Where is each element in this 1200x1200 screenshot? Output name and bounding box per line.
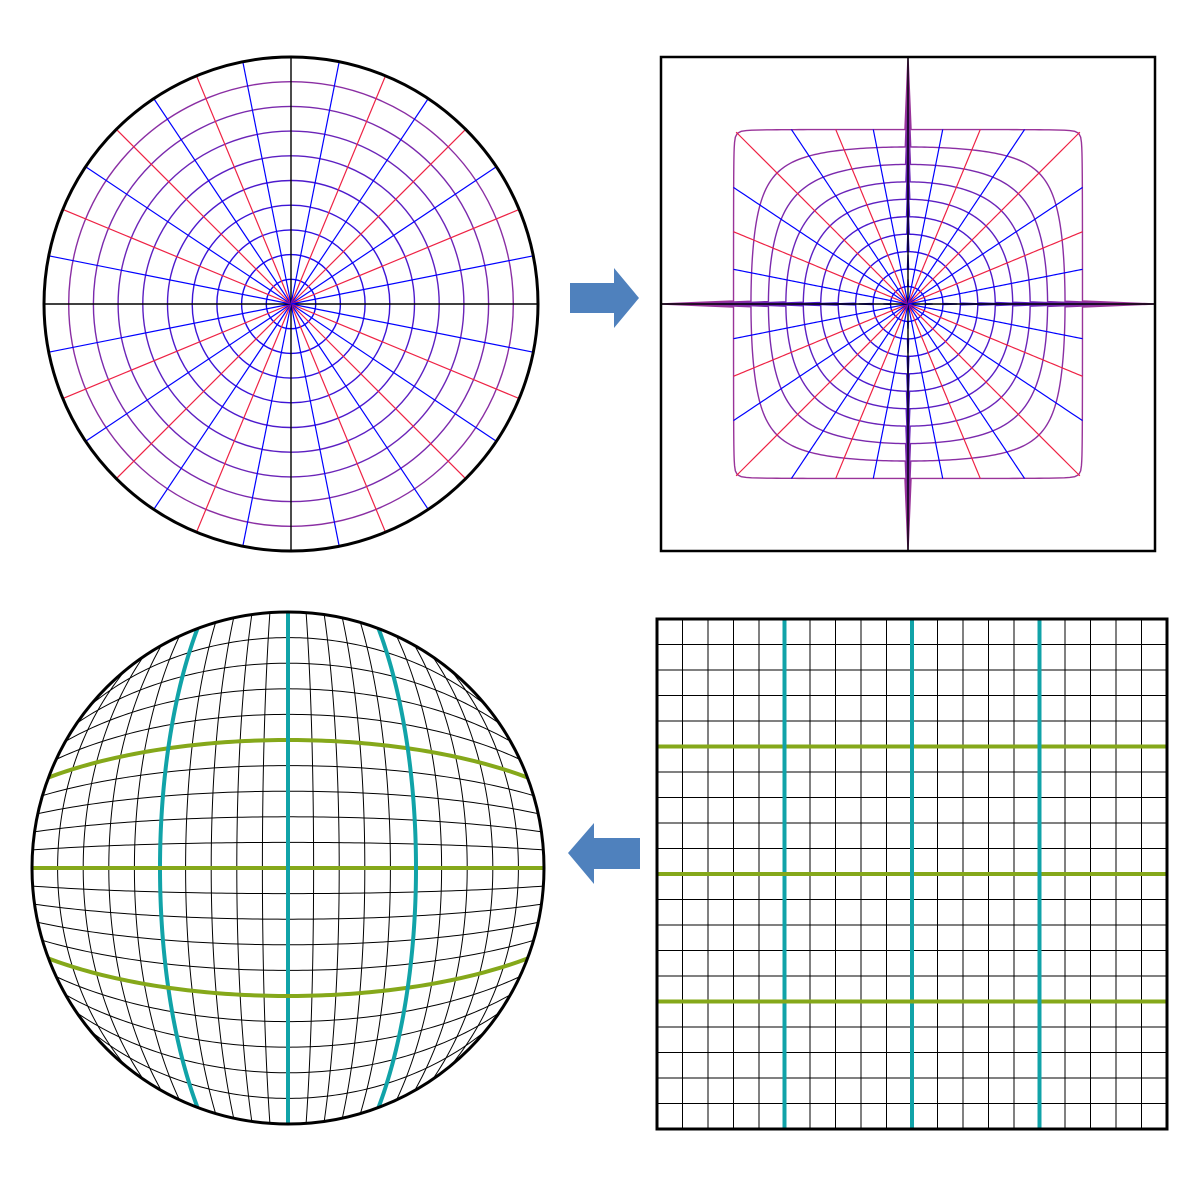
ray-line [85, 166, 292, 305]
ray-line [290, 303, 534, 353]
ray-line [290, 208, 520, 305]
cartesian-grid-disk-panel [30, 610, 546, 1126]
ray-line [153, 303, 292, 510]
transform-arrows [568, 268, 640, 884]
ray-line [290, 303, 497, 442]
square-outline [655, 617, 1169, 1131]
ray-line [195, 75, 292, 305]
ray-line [790, 129, 909, 305]
ray-line [907, 129, 981, 305]
ray-line [48, 255, 292, 305]
cartesian-grid-square-panel [655, 617, 1169, 1131]
square-outline [659, 55, 1157, 553]
ray-line [290, 166, 497, 305]
ray-line [907, 268, 1083, 305]
ray-line [907, 303, 981, 479]
ray-line [290, 75, 387, 305]
ray-line [48, 303, 292, 353]
polar-grid-square-panel [659, 55, 1157, 553]
disk-outline [42, 55, 540, 553]
ray-line [872, 303, 909, 479]
ray-line [790, 303, 909, 479]
ray-line [290, 255, 534, 305]
ray-line [242, 61, 292, 305]
ray-line [835, 129, 909, 305]
ray-line [907, 303, 944, 479]
disk-outline [30, 610, 546, 1126]
highlight-horizontal-line [47, 956, 529, 999]
ray-line [907, 131, 1081, 305]
ray-line [153, 98, 292, 305]
ray-line [907, 129, 944, 305]
ray-line [733, 268, 909, 305]
ray-line [115, 128, 292, 305]
arrow-right-icon [570, 268, 639, 328]
ray-line [733, 186, 909, 305]
ray-line [733, 231, 909, 305]
ray-line [733, 303, 909, 422]
ray-line [85, 303, 292, 442]
ray-line [62, 208, 292, 305]
ray-line [735, 131, 909, 305]
ray-line [242, 303, 292, 547]
ray-line [907, 303, 1026, 479]
highlight-vertical-line [376, 627, 419, 1109]
ray-line [872, 129, 909, 305]
ray-line [907, 231, 1083, 305]
ray-line [195, 303, 292, 533]
ray-line [290, 303, 429, 510]
ray-line [907, 303, 1081, 477]
ray-line [907, 129, 1026, 305]
ray-line [290, 303, 520, 400]
ray-line [907, 186, 1083, 305]
ray-line [907, 303, 1083, 340]
ray-line [115, 303, 292, 480]
ray-line [290, 98, 429, 305]
ray-line [290, 61, 340, 305]
ray-line [290, 128, 467, 305]
arrow-left-icon [568, 823, 640, 884]
mapped-grid [661, 57, 1155, 551]
ray-line [907, 303, 1083, 377]
ray-line [290, 303, 340, 547]
ray-line [733, 303, 909, 377]
ray-line [835, 303, 909, 479]
ray-line [290, 303, 387, 533]
ray-line [907, 303, 1083, 422]
ray-line [735, 303, 909, 477]
polar-grid-disk-panel [42, 55, 540, 553]
ray-line [290, 303, 467, 480]
ray-line [62, 303, 292, 400]
ray-line [733, 303, 909, 340]
